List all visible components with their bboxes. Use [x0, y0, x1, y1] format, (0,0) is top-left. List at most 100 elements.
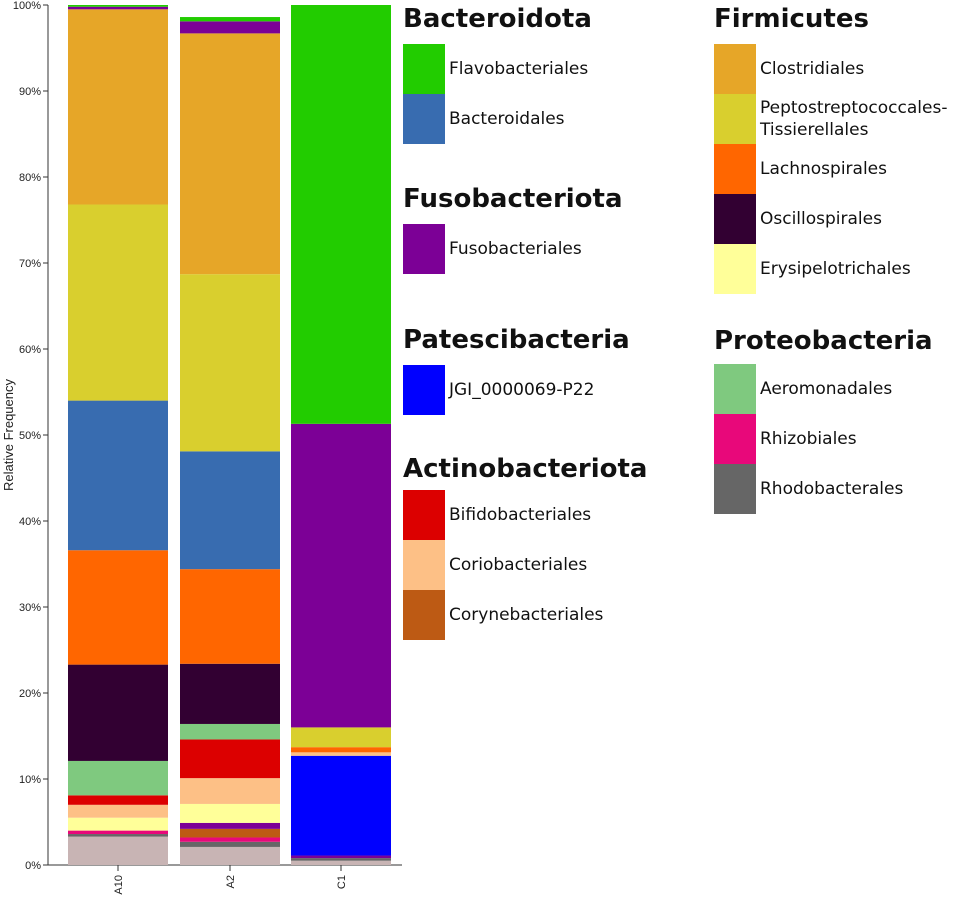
legend-item-bifidobacteriales: Bifidobacteriales	[403, 490, 647, 540]
legend-label: Bacteroidales	[449, 109, 565, 129]
y-tick-label: 100%	[13, 0, 41, 12]
legend-label: Rhizobiales	[760, 429, 857, 449]
legend-label: Coriobacteriales	[449, 555, 588, 575]
bar-segment-c1-lachnospirales	[291, 747, 391, 753]
bar-segment-a10-peptostreptococcales-tissierellales	[68, 204, 168, 401]
bar-segment-a2-rhizobiales	[180, 837, 280, 842]
bar-segment-a2-bacteroidales	[180, 451, 280, 570]
bar-segment-a2-oscillospirales	[180, 663, 280, 724]
y-tick-label: 70%	[19, 258, 41, 270]
legend-item-aeromonadales: Aeromonadales	[714, 364, 933, 414]
legend-label: Peptostreptococcales-Tissierellales	[760, 98, 948, 140]
legend-label: Rhodobacterales	[760, 479, 904, 499]
legend-item-rhizobiales: Rhizobiales	[714, 414, 933, 464]
legend-group-title: Proteobacteria	[714, 326, 933, 356]
legend-group-title: Actinobacteriota	[403, 454, 648, 484]
legend-label: Lachnospirales	[760, 159, 888, 179]
x-tick-label: A10	[113, 875, 125, 895]
legend-item-peptostreptococcales-tissierellales: Peptostreptococcales-Tissierellales	[714, 94, 947, 144]
y-tick-label: 80%	[19, 172, 41, 184]
bar-segment-a2-other-minor-taxa	[180, 846, 280, 865]
legend-swatch	[403, 94, 445, 144]
legend-item-rhodobacterales: Rhodobacterales	[714, 464, 933, 514]
bar-segment-a2-bifidobacteriales	[180, 739, 280, 779]
legend-label: Aeromonadales	[760, 379, 893, 399]
legend-item-flavobacteriales: Flavobacteriales	[403, 44, 592, 94]
bar-segment-c1-jgi-0000069-p22	[291, 755, 391, 856]
legend-swatch	[714, 414, 756, 464]
bar-segment-a10-other-minor-taxa	[68, 836, 168, 865]
y-tick-label: 20%	[19, 688, 41, 700]
bar-segment-a10-aeromonadales	[68, 760, 168, 796]
bar-segment-a10-flavobacteriales	[68, 5, 168, 7]
legend-label: Bifidobacteriales	[449, 505, 592, 525]
legend-swatch	[403, 590, 445, 640]
legend-swatch	[714, 94, 756, 144]
x-tick-label: C1	[336, 875, 348, 889]
bar-segment-a10-coriobacteriales	[68, 804, 168, 818]
legend-item-erysipelotrichales: Erysipelotrichales	[714, 244, 911, 294]
legend-item-jgi-0000069-p22: JGI_0000069-P22	[403, 365, 630, 415]
legend-group-bacteroidota: Bacteroidota Flavobacteriales Bacteroida…	[403, 4, 592, 144]
bar-segment-a2-lachnospirales	[180, 569, 280, 664]
bar-segment-a2-peptostreptococcales-tissierellales	[180, 274, 280, 452]
y-tick-label: 50%	[19, 430, 41, 442]
legend-group-title: Firmicutes	[714, 4, 869, 34]
bar-segment-a2-aeromonadales	[180, 723, 280, 740]
legend-label: Oscillospirales	[760, 209, 882, 229]
legend-group-title: Bacteroidota	[403, 4, 592, 34]
legend-item-lachnospirales: Lachnospirales	[714, 144, 887, 194]
bar-segment-a10-rhodobacterales	[68, 834, 168, 837]
legend-item-corynebacteriales: Corynebacteriales	[403, 590, 647, 640]
y-tick-label: 10%	[19, 774, 41, 786]
legend-group-firmicutes: Firmicutes Clostridiales Peptostreptococ…	[714, 4, 947, 294]
legend-swatch	[714, 44, 756, 94]
y-axis-title: Relative Frequency	[1, 379, 16, 491]
bar-segment-a2-fusobacteriales	[180, 822, 280, 829]
legend-group-fusobacteriota: Fusobacteriota Fusobacteriales	[403, 184, 623, 274]
legend-item-coriobacteriales: Coriobacteriales	[403, 540, 647, 590]
bar-segment-a10-erysipelotrichales	[68, 817, 168, 831]
legend-item-bacteroidales: Bacteroidales	[403, 94, 592, 144]
bar-segment-a2-fusobacteriales	[180, 21, 280, 34]
legend-group-proteobacteria: Proteobacteria Aeromonadales Rhizobiales…	[714, 326, 933, 514]
legend-swatch	[714, 464, 756, 514]
y-tick-label: 60%	[19, 344, 41, 356]
bar-segment-c1-rhodobacterales	[291, 858, 391, 861]
y-tick-label: 90%	[19, 86, 41, 98]
bar-segment-a10-bifidobacteriales	[68, 795, 168, 805]
legend-swatch	[403, 224, 445, 274]
bar-segment-a10-oscillospirales	[68, 664, 168, 761]
legend-swatch	[403, 365, 445, 415]
x-tick-label: A2	[225, 875, 237, 888]
bar-segment-c1-flavobacteriales	[291, 5, 391, 424]
legend-group-patescibacteria: Patescibacteria JGI_0000069-P22	[403, 325, 630, 415]
bar-segment-a2-flavobacteriales	[180, 17, 280, 22]
legend-group-actinobacteriota: Actinobacteriota Bifidobacteriales Corio…	[403, 454, 647, 640]
bar-segment-a10-lachnospirales	[68, 550, 168, 665]
legend-item-fusobacteriales: Fusobacteriales	[403, 224, 623, 274]
bar-segment-c1-fusobacteriales	[291, 423, 391, 728]
bar-segment-a10-fusobacteriales	[68, 6, 168, 10]
legend-swatch	[714, 244, 756, 294]
bar-segment-a2-coriobacteriales	[180, 778, 280, 804]
bar-segment-a10-clostridiales	[68, 9, 168, 205]
legend-label: Fusobacteriales	[449, 239, 582, 259]
bar-segment-c1-peptostreptococcales-tissierellales	[291, 727, 391, 748]
legend-swatch	[403, 44, 445, 94]
bar-segment-c1-other-minor-taxa	[291, 860, 391, 865]
y-tick-label: 30%	[19, 602, 41, 614]
legend-swatch	[714, 364, 756, 414]
legend-label: Corynebacteriales	[449, 605, 604, 625]
legend-swatch	[714, 194, 756, 244]
legend-label: Flavobacteriales	[449, 59, 589, 79]
y-tick-label: 40%	[19, 516, 41, 528]
bar-segment-a2-erysipelotrichales	[180, 803, 280, 823]
legend-group-title: Patescibacteria	[403, 325, 630, 355]
bar-segment-a2-corynebacteriales	[180, 828, 280, 838]
legend-item-oscillospirales: Oscillospirales	[714, 194, 882, 244]
legend-label: Clostridiales	[760, 59, 865, 79]
legend-group-title: Fusobacteriota	[403, 184, 623, 214]
bar-segment-a2-clostridiales	[180, 33, 280, 275]
